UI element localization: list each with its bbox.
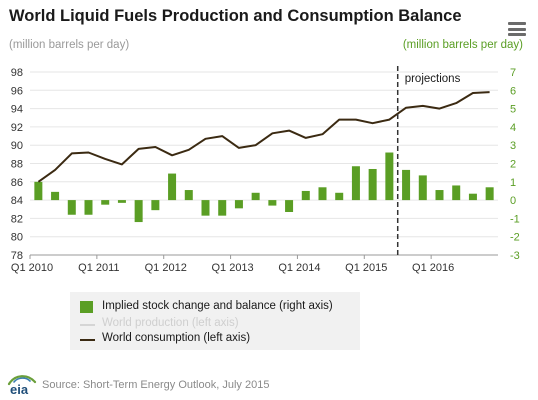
chart-legend: Implied stock change and balance (right … <box>70 292 360 350</box>
bar-stock-change <box>485 187 494 201</box>
bar-stock-change <box>468 193 477 201</box>
menu-bar <box>508 22 526 25</box>
bar-stock-change <box>201 200 210 216</box>
left-axis-tick-label: 94 <box>11 104 23 116</box>
bar-stock-change <box>34 181 43 201</box>
eia-logo: eia <box>7 375 37 397</box>
chart-plot-area: 78 80 82 84 86 88 90 92 94 96 98 -3 -2 -1 0 1 2 3 4 5 6 7 Q1 2… <box>11 66 520 274</box>
bar-stock-change <box>67 200 76 215</box>
bar-stock-change <box>418 175 427 201</box>
x-axis-tick-label: Q1 2011 <box>78 262 119 274</box>
bar-stock-change <box>251 192 260 201</box>
legend-label: World consumption (left axis) <box>102 332 251 344</box>
legend-label: Implied stock change and balance (right … <box>102 300 333 312</box>
left-axis-tick-label: 86 <box>11 177 23 189</box>
projections-label: projections <box>405 73 461 85</box>
x-axis-tick-label: Q1 2012 <box>145 262 187 274</box>
left-axis-tick-label: 98 <box>11 67 23 79</box>
bar-stock-change <box>184 190 193 201</box>
left-axis-tick-label: 88 <box>11 159 23 171</box>
bar-stock-change <box>218 200 227 216</box>
menu-bar <box>508 27 526 31</box>
bar-stock-change <box>101 200 110 205</box>
source-note: Source: Short-Term Energy Outlook, July … <box>42 379 270 391</box>
left-axis-tick-label: 78 <box>11 250 23 262</box>
x-axis-tick-label: Q1 2015 <box>345 262 387 274</box>
bar-stock-change <box>51 191 60 201</box>
legend-swatch-world-production <box>80 324 95 326</box>
bar-stock-change <box>134 200 143 223</box>
bar-stock-change <box>301 190 310 201</box>
bar-stock-change <box>84 200 93 215</box>
bar-stock-change <box>117 200 126 203</box>
bar-stock-change <box>385 152 394 201</box>
left-axis-tick-label: 92 <box>11 122 23 134</box>
right-axis-tick-label: 2 <box>510 159 516 171</box>
bar-stock-change <box>318 187 327 201</box>
x-axis-tick-label: Q1 2014 <box>278 262 320 274</box>
bar-stock-change <box>335 192 344 201</box>
chart-title: World Liquid Fuels Production and Consum… <box>9 7 462 25</box>
legend-swatch-stock-change <box>80 301 93 313</box>
bar-stock-change <box>268 200 277 206</box>
x-axis-tick-label: Q1 2016 <box>412 262 454 274</box>
left-axis-tick-label: 84 <box>11 195 23 207</box>
right-axis-tick-label: 5 <box>510 104 516 116</box>
right-axis-tick-label: 3 <box>510 140 516 152</box>
right-axis-tick-label: -1 <box>510 213 520 225</box>
right-axis-unit: (million barrels per day) <box>402 39 523 51</box>
right-axis-tick-label: -2 <box>510 232 520 244</box>
x-axis-tick-label: Q1 2013 <box>211 262 253 274</box>
left-axis-tick-label: 96 <box>11 85 23 97</box>
left-axis-tick-label: 90 <box>11 140 23 152</box>
bar-stock-change <box>402 169 411 201</box>
bar-stock-change <box>368 168 377 201</box>
svg-text:eia: eia <box>10 382 29 397</box>
bar-stock-change <box>151 200 160 211</box>
bar-stock-change <box>234 200 243 209</box>
x-axis-tick-label: Q1 2010 <box>11 262 53 274</box>
legend-swatch-world-consumption <box>80 339 95 341</box>
right-axis-tick-label: 6 <box>510 85 516 97</box>
bar-stock-change <box>351 166 360 201</box>
bar-stock-change <box>435 190 444 201</box>
line-world-consumption <box>37 91 490 183</box>
right-axis-tick-label: 7 <box>510 67 516 79</box>
legend-label: World production (left axis) <box>102 317 239 329</box>
bar-stock-change <box>285 200 294 212</box>
bar-stock-change <box>452 185 461 201</box>
left-axis-tick-label: 80 <box>11 232 23 244</box>
right-axis-tick-label: 0 <box>510 195 516 207</box>
left-axis-tick-label: 82 <box>11 213 23 225</box>
hamburger-menu-icon[interactable] <box>508 22 526 36</box>
right-axis-tick-label: 4 <box>510 122 516 134</box>
bar-stock-change <box>168 173 177 201</box>
right-axis-tick-label: -3 <box>510 250 520 262</box>
left-axis-unit: (million barrels per day) <box>9 39 130 51</box>
menu-bar <box>508 33 526 36</box>
right-axis-tick-label: 1 <box>510 177 516 189</box>
